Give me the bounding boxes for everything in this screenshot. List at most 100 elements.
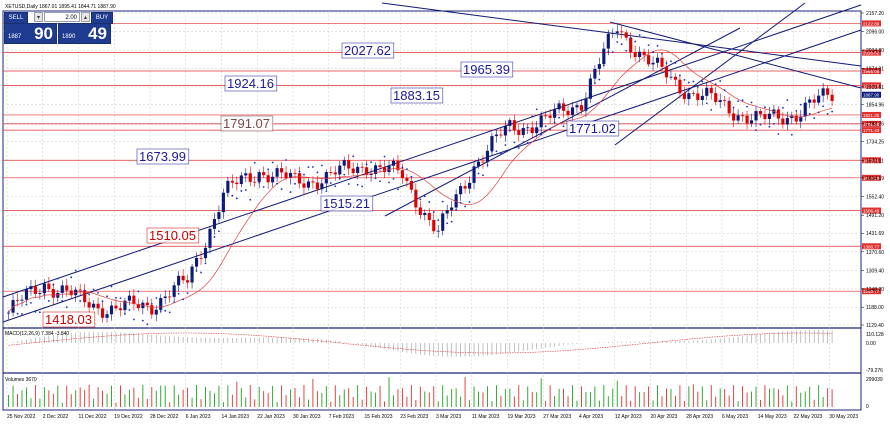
candle-body [329,172,333,173]
candle-body [87,302,91,308]
candle-body [620,31,624,33]
time-axis-label: 3 Mar 2023 [436,414,462,420]
annotation-box [460,61,514,78]
candle-body [338,165,342,175]
level-marker-label: 2026.62 [863,51,880,56]
candle-body [244,173,248,176]
sar-dot [432,211,435,213]
candle-body [177,275,181,286]
candle-body [320,183,324,190]
candle-body [159,297,163,310]
sar-dot [379,180,381,183]
sar-dot [701,80,704,83]
lot-decrease-button[interactable]: ▾ [34,12,43,22]
price-tick-label: 1913.61 [866,85,884,91]
price-tick-label: 1431.69 [866,231,884,237]
sar-dot [25,303,28,306]
sar-dot [450,220,453,223]
sar-dot [813,117,816,120]
sar-dot [585,109,587,112]
candle-body [441,213,445,231]
sar-dot [303,173,305,176]
candle-body [423,212,427,216]
sell-price-box[interactable]: 1887 90 [4,23,57,44]
candle-body [606,33,610,49]
sar-dot [97,291,99,294]
candle-body [427,212,431,220]
volume-label: Volumes 3670 [5,377,37,383]
sar-dot [365,163,368,166]
sar-dot [200,271,202,274]
sar-dot [325,190,328,193]
sar-dot [549,128,552,131]
candle-body [391,160,396,166]
buy-price-box[interactable]: 1890 49 [58,23,111,44]
price-tick-label: 1854.96 [866,103,884,109]
sar-dot [334,185,337,188]
candle-body [230,180,234,183]
sar-dot [347,183,350,185]
candle-body [351,168,355,174]
sar-dot [414,192,417,195]
candle-body [378,165,382,167]
candle-body [96,303,100,309]
moving-average [8,49,833,313]
price-tick-label: 2157.20 [866,11,884,17]
candle-body [808,99,812,103]
sar-dot [786,99,789,102]
candle-body [400,170,404,179]
sar-dot [540,133,543,136]
candle-body [655,57,660,63]
sar-dot [52,283,55,286]
sar-dot [723,89,726,92]
candle-body [745,115,749,124]
annotation-label: 1673.99 [139,149,186,164]
sar-dot [826,113,829,115]
sar-dot [294,182,296,185]
sar-dot [338,177,341,180]
candle-body [570,107,575,115]
candle-body [280,168,284,173]
sar-dot [101,300,104,303]
sar-dot [352,155,355,158]
candle-body [785,118,789,125]
sar-dot [616,41,619,43]
sar-dot [781,106,784,109]
sar-dot [522,141,525,144]
price-tick-label: 1491.20 [866,213,884,219]
annotation-labels: 2027.62 1965.39 1924.16 1883.15 1791.07 1771.… [42,42,620,328]
sar-dot [799,103,802,106]
sar-dot [235,197,238,200]
candle-body [382,166,387,172]
level-marker-label: 1966.08 [863,69,880,74]
time-axis-label: 7 Feb 2023 [329,414,355,420]
candle-body [365,167,369,175]
candle-body [718,100,722,103]
sar-dot [164,309,167,312]
level-marker [862,288,881,295]
time-axis-label: 11 Mar 2023 [472,414,500,420]
candle-body [92,303,96,308]
level-marker [862,68,881,75]
sar-dot [441,200,444,203]
sar-dot [607,50,610,53]
level-marker-label: 1918.78 [863,83,880,88]
level-marker [862,49,881,56]
candle-body [29,286,33,290]
candle-body [114,305,118,309]
price-tick-label: 1129.40 [866,323,884,329]
sar-dot [168,311,171,314]
lot-size-input[interactable]: 2.00 [44,12,80,22]
sar-dot [34,310,37,313]
candle-body [100,308,105,318]
candle-body [168,296,172,298]
candle-body [700,95,704,101]
level-marker [862,111,881,118]
sar-dot [70,276,73,279]
candle-body [673,76,678,80]
candle-body [503,125,507,136]
time-axis-label: 6 May 2023 [722,414,748,420]
sar-dot [186,292,189,295]
lot-increase-button[interactable]: ▴ [81,12,90,22]
